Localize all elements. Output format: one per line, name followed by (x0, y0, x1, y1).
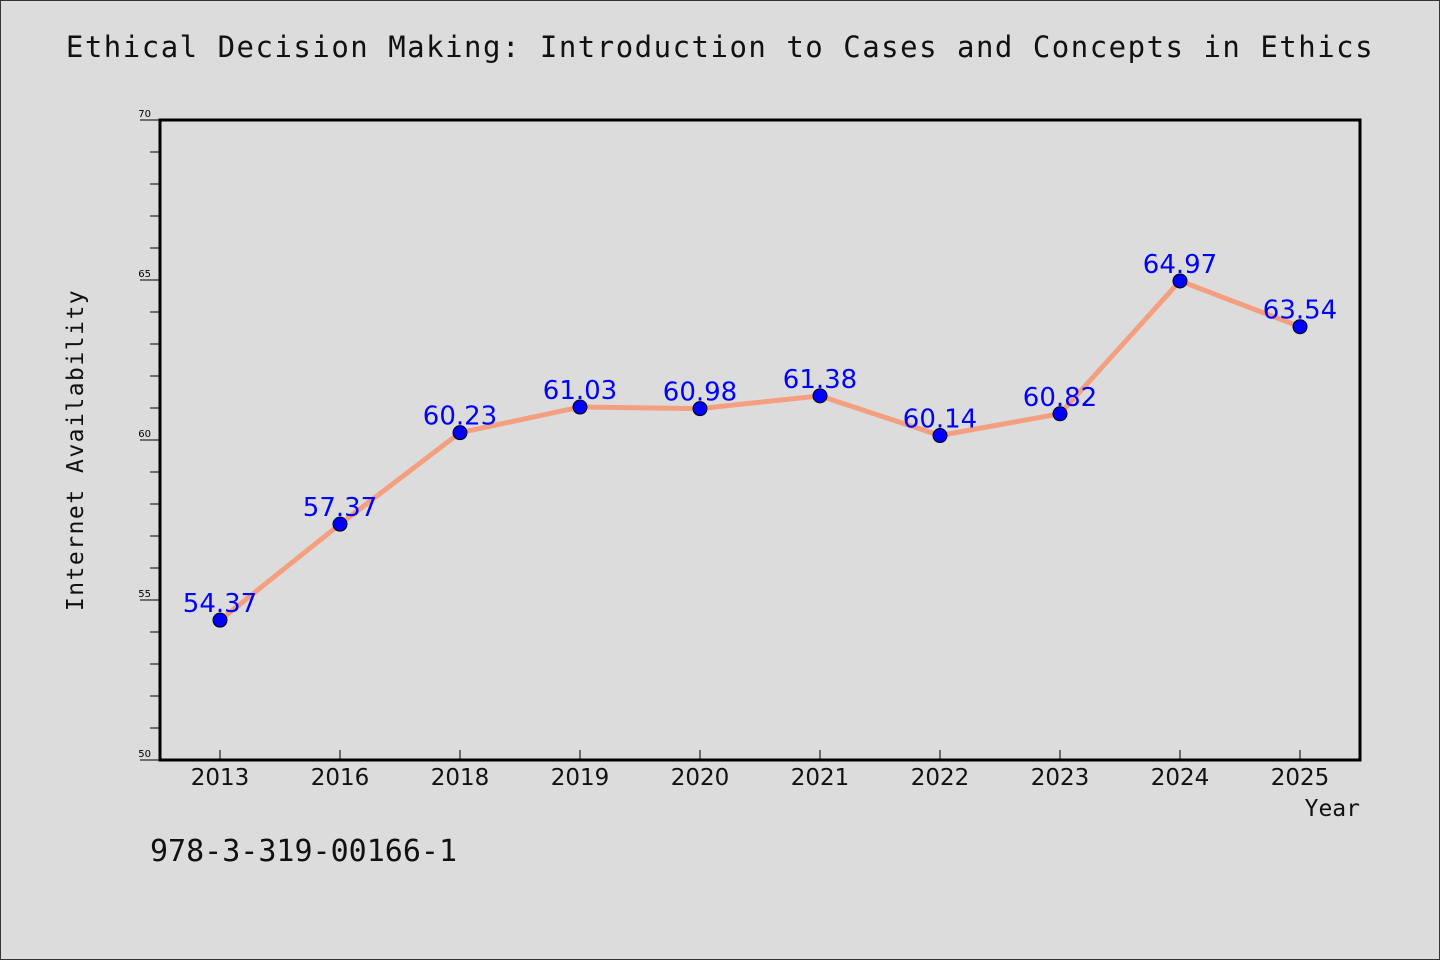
isbn-text: 978-3-319-00166-1 (150, 834, 458, 869)
data-point (212, 612, 228, 628)
y-major-ticks (140, 119, 160, 761)
data-label: 64.97 (1143, 250, 1217, 280)
data-label: 54.37 (183, 589, 257, 619)
x-tick-label: 2018 (431, 765, 490, 791)
data-points (212, 273, 1308, 628)
data-point (1292, 319, 1308, 335)
data-label: 57.37 (303, 493, 377, 523)
x-tick-label: 2021 (791, 765, 850, 791)
data-label: 60.23 (423, 402, 497, 432)
y-axis-label: Internet Availability (63, 288, 89, 612)
y-tick-label: 65 (138, 269, 151, 280)
data-point (812, 388, 828, 404)
data-label: 60.82 (1023, 383, 1097, 413)
x-tick-label: 2023 (1031, 765, 1090, 791)
data-point (332, 516, 348, 532)
data-label: 60.14 (903, 405, 977, 435)
y-tick-label: 50 (138, 749, 151, 760)
data-label: 61.38 (783, 365, 857, 395)
x-tick-label: 2025 (1271, 765, 1330, 791)
y-tick-labels: 50 55 60 65 70 (138, 109, 151, 760)
x-tick-labels: 2013 2016 2018 2019 2020 2021 2022 2023 2024 2025 (191, 765, 1330, 791)
x-ticks (219, 750, 1301, 760)
data-label: 61.03 (543, 376, 617, 406)
data-point (572, 399, 588, 415)
x-tick-label: 2022 (911, 765, 970, 791)
y-tick-label: 55 (138, 589, 151, 600)
x-tick-label: 2016 (311, 765, 370, 791)
data-point (692, 401, 708, 417)
x-axis-label: Year (1304, 796, 1360, 822)
data-labels: 54.37 57.37 60.23 61.03 60.98 61.38 60.14 60.82… (183, 250, 1337, 619)
data-label: 63.54 (1263, 296, 1337, 326)
data-point (932, 428, 948, 444)
x-tick-label: 2024 (1151, 765, 1210, 791)
y-tick-label: 70 (138, 109, 151, 120)
plot-area-border (158, 118, 1362, 762)
x-tick-label: 2020 (671, 765, 730, 791)
series-line (217, 278, 1303, 623)
x-tick-label: 2019 (551, 765, 610, 791)
data-point (452, 425, 468, 441)
data-point (1052, 406, 1068, 422)
x-tick-label: 2013 (191, 765, 250, 791)
y-tick-label: 60 (138, 429, 151, 440)
data-point (1172, 273, 1188, 289)
data-label: 60.98 (663, 378, 737, 408)
chart-title: Ethical Decision Making: Introduction to… (65, 30, 1375, 64)
